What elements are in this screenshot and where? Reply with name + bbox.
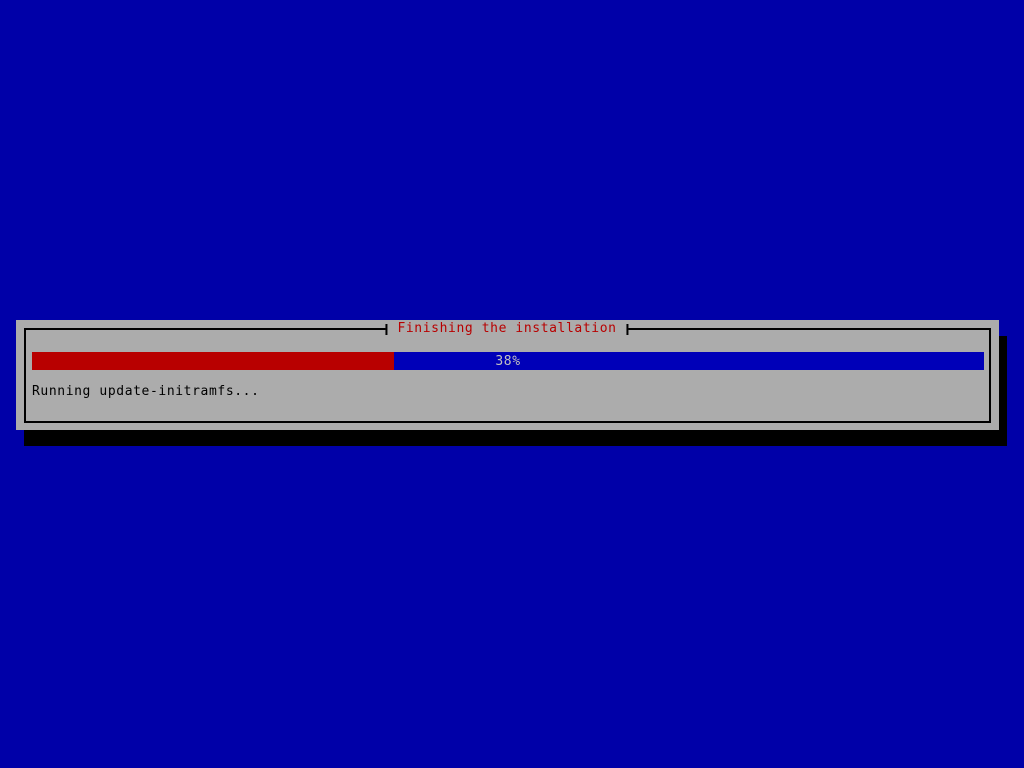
- title-tick-left: [385, 323, 388, 335]
- progress-fill: [32, 352, 394, 370]
- dialog-title: Finishing the installation: [397, 321, 617, 336]
- progress-dialog: Finishing the installation 38% Running u…: [16, 320, 999, 430]
- progress-percent-label: 38%: [495, 353, 521, 369]
- title-tick-right: [626, 323, 629, 335]
- status-text: Running update-initramfs...: [32, 384, 260, 399]
- dialog-border: [24, 328, 991, 423]
- dialog-title-bar: Finishing the installation: [385, 321, 629, 337]
- progress-bar: 38%: [32, 352, 984, 370]
